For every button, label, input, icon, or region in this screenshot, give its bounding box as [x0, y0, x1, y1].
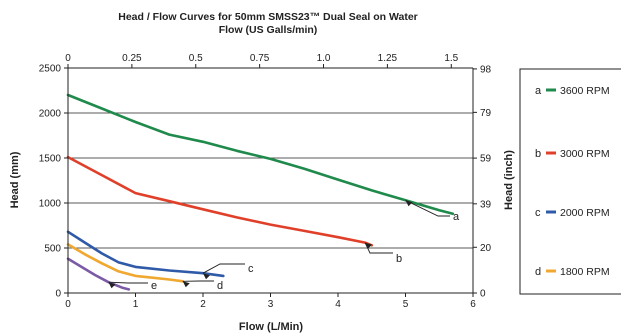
y-tick-label: 2500: [39, 64, 62, 75]
legend-letter-c: c: [535, 207, 541, 219]
curve-label-b: b: [396, 253, 402, 265]
right-tick-label: 39: [480, 199, 492, 210]
y-tick-label: 1500: [39, 154, 62, 165]
legend-box: [519, 68, 621, 295]
right-tick-label: 20: [480, 243, 492, 254]
y-tick-label: 2000: [39, 109, 62, 120]
y-tick-label: 500: [44, 244, 61, 255]
leader-arrow-a: [405, 200, 413, 207]
right-tick-label: 98: [480, 64, 492, 75]
leader-line-e: [108, 281, 148, 284]
x-tick-label: 2: [200, 299, 206, 310]
x-tick-label: 1: [133, 299, 139, 310]
right-tick-label: 0: [480, 289, 486, 300]
x-axis-title: Flow (L/Min): [239, 321, 303, 333]
axes: [67, 67, 474, 294]
leader-arrow-e: [108, 282, 116, 289]
top-tick-label: 0.25: [122, 53, 142, 64]
top-tick-label: 0.5: [189, 53, 203, 64]
x-tick-label: 5: [403, 299, 409, 310]
curve-label-leaders: a b c d e: [108, 199, 460, 292]
curve-label-a: a: [453, 211, 460, 223]
chart-title: Head / Flow Curves for 50mm SMSS23™ Dual…: [118, 11, 418, 23]
top-tick-label: 0: [65, 53, 71, 64]
x-tick-label: 0: [65, 299, 71, 310]
y-tick-label: 1000: [39, 199, 62, 210]
top-tick-label: 0.75: [250, 53, 270, 64]
y-tick-label: 0: [55, 289, 61, 300]
legend-label-c: 2000 RPM: [560, 207, 610, 219]
right-tick-label: 79: [480, 108, 492, 119]
right-tick-label: 59: [480, 154, 492, 165]
legend-label-b: 3000 RPM: [560, 148, 610, 160]
leader-arrow-d: [182, 281, 190, 288]
leader-arrow-b: [365, 242, 372, 249]
leader-arrow-c: [203, 273, 210, 280]
legend-label-a: 3600 RPM: [560, 85, 610, 97]
series-line-b: [66, 155, 374, 247]
top-axis-title: Flow (US Galls/min): [219, 24, 318, 36]
legend-letter-b: b: [535, 148, 541, 160]
y-axis-title: Head (mm): [9, 151, 21, 208]
series-line-c: [66, 230, 225, 278]
curve-label-c: c: [248, 263, 254, 275]
leader-line-a: [405, 199, 450, 217]
x-tick-label: 3: [268, 299, 274, 310]
top-tick-label: 1.5: [444, 53, 458, 64]
series-line-d: [66, 243, 185, 283]
legend: a 3600 RPM b 3000 RPM c 2000 RPM d 1800 RPM: [519, 68, 621, 295]
curve-label-d: d: [217, 280, 223, 292]
series-line-e: [66, 257, 131, 291]
top-tick-label: 1.25: [378, 53, 398, 64]
x-tick-label: 6: [470, 299, 476, 310]
leader-line-c: [202, 263, 245, 274]
legend-label-d: 1800 RPM: [560, 266, 610, 278]
x-tick-label: 4: [335, 299, 341, 310]
curve-label-e: e: [151, 280, 157, 292]
legend-letter-d: d: [535, 266, 541, 278]
right-axis-title: Head (inch): [503, 150, 515, 210]
grid-lines: [68, 112, 473, 249]
legend-letter-a: a: [535, 85, 542, 97]
leader-line-b: [364, 242, 393, 254]
top-tick-label: 1.0: [317, 53, 331, 64]
